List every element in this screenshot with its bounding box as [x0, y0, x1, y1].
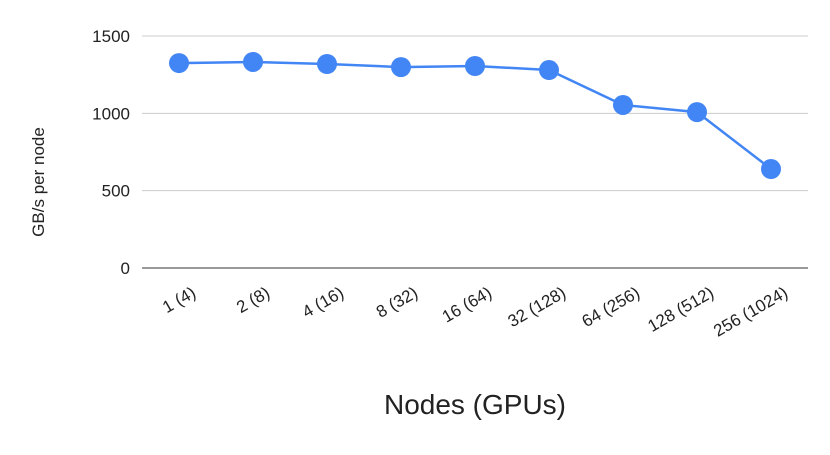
- x-tick-label: 256 (1024): [710, 283, 791, 341]
- x-axis-title: Nodes (GPUs): [384, 389, 566, 420]
- point: [465, 56, 485, 77]
- point: [687, 102, 707, 123]
- point: [391, 57, 411, 78]
- x-tick-label: 2 (8): [233, 283, 273, 317]
- y-tick-label: 1500: [92, 27, 130, 46]
- x-tick-label: 128 (512): [644, 283, 717, 336]
- point: [539, 60, 559, 81]
- x-tick-label: 32 (128): [505, 283, 569, 331]
- y-tick-label: 0: [121, 259, 130, 278]
- line: [178, 60, 772, 171]
- x-tick-label: 8 (32): [373, 283, 421, 322]
- point: [243, 51, 263, 72]
- point: [169, 53, 189, 74]
- point: [317, 53, 337, 74]
- x-tick-label: 1 (4): [159, 283, 199, 317]
- point: [613, 94, 633, 115]
- x-tick-label: 4 (16): [299, 283, 347, 322]
- point: [761, 159, 781, 180]
- y-tick-label: 1000: [92, 104, 130, 123]
- x-tick-label: 16 (64): [439, 283, 495, 326]
- y-tick-label: 500: [102, 182, 130, 201]
- y-axis-title: GB/s per node: [29, 127, 48, 237]
- x-tick-label: 64 (256): [579, 283, 643, 331]
